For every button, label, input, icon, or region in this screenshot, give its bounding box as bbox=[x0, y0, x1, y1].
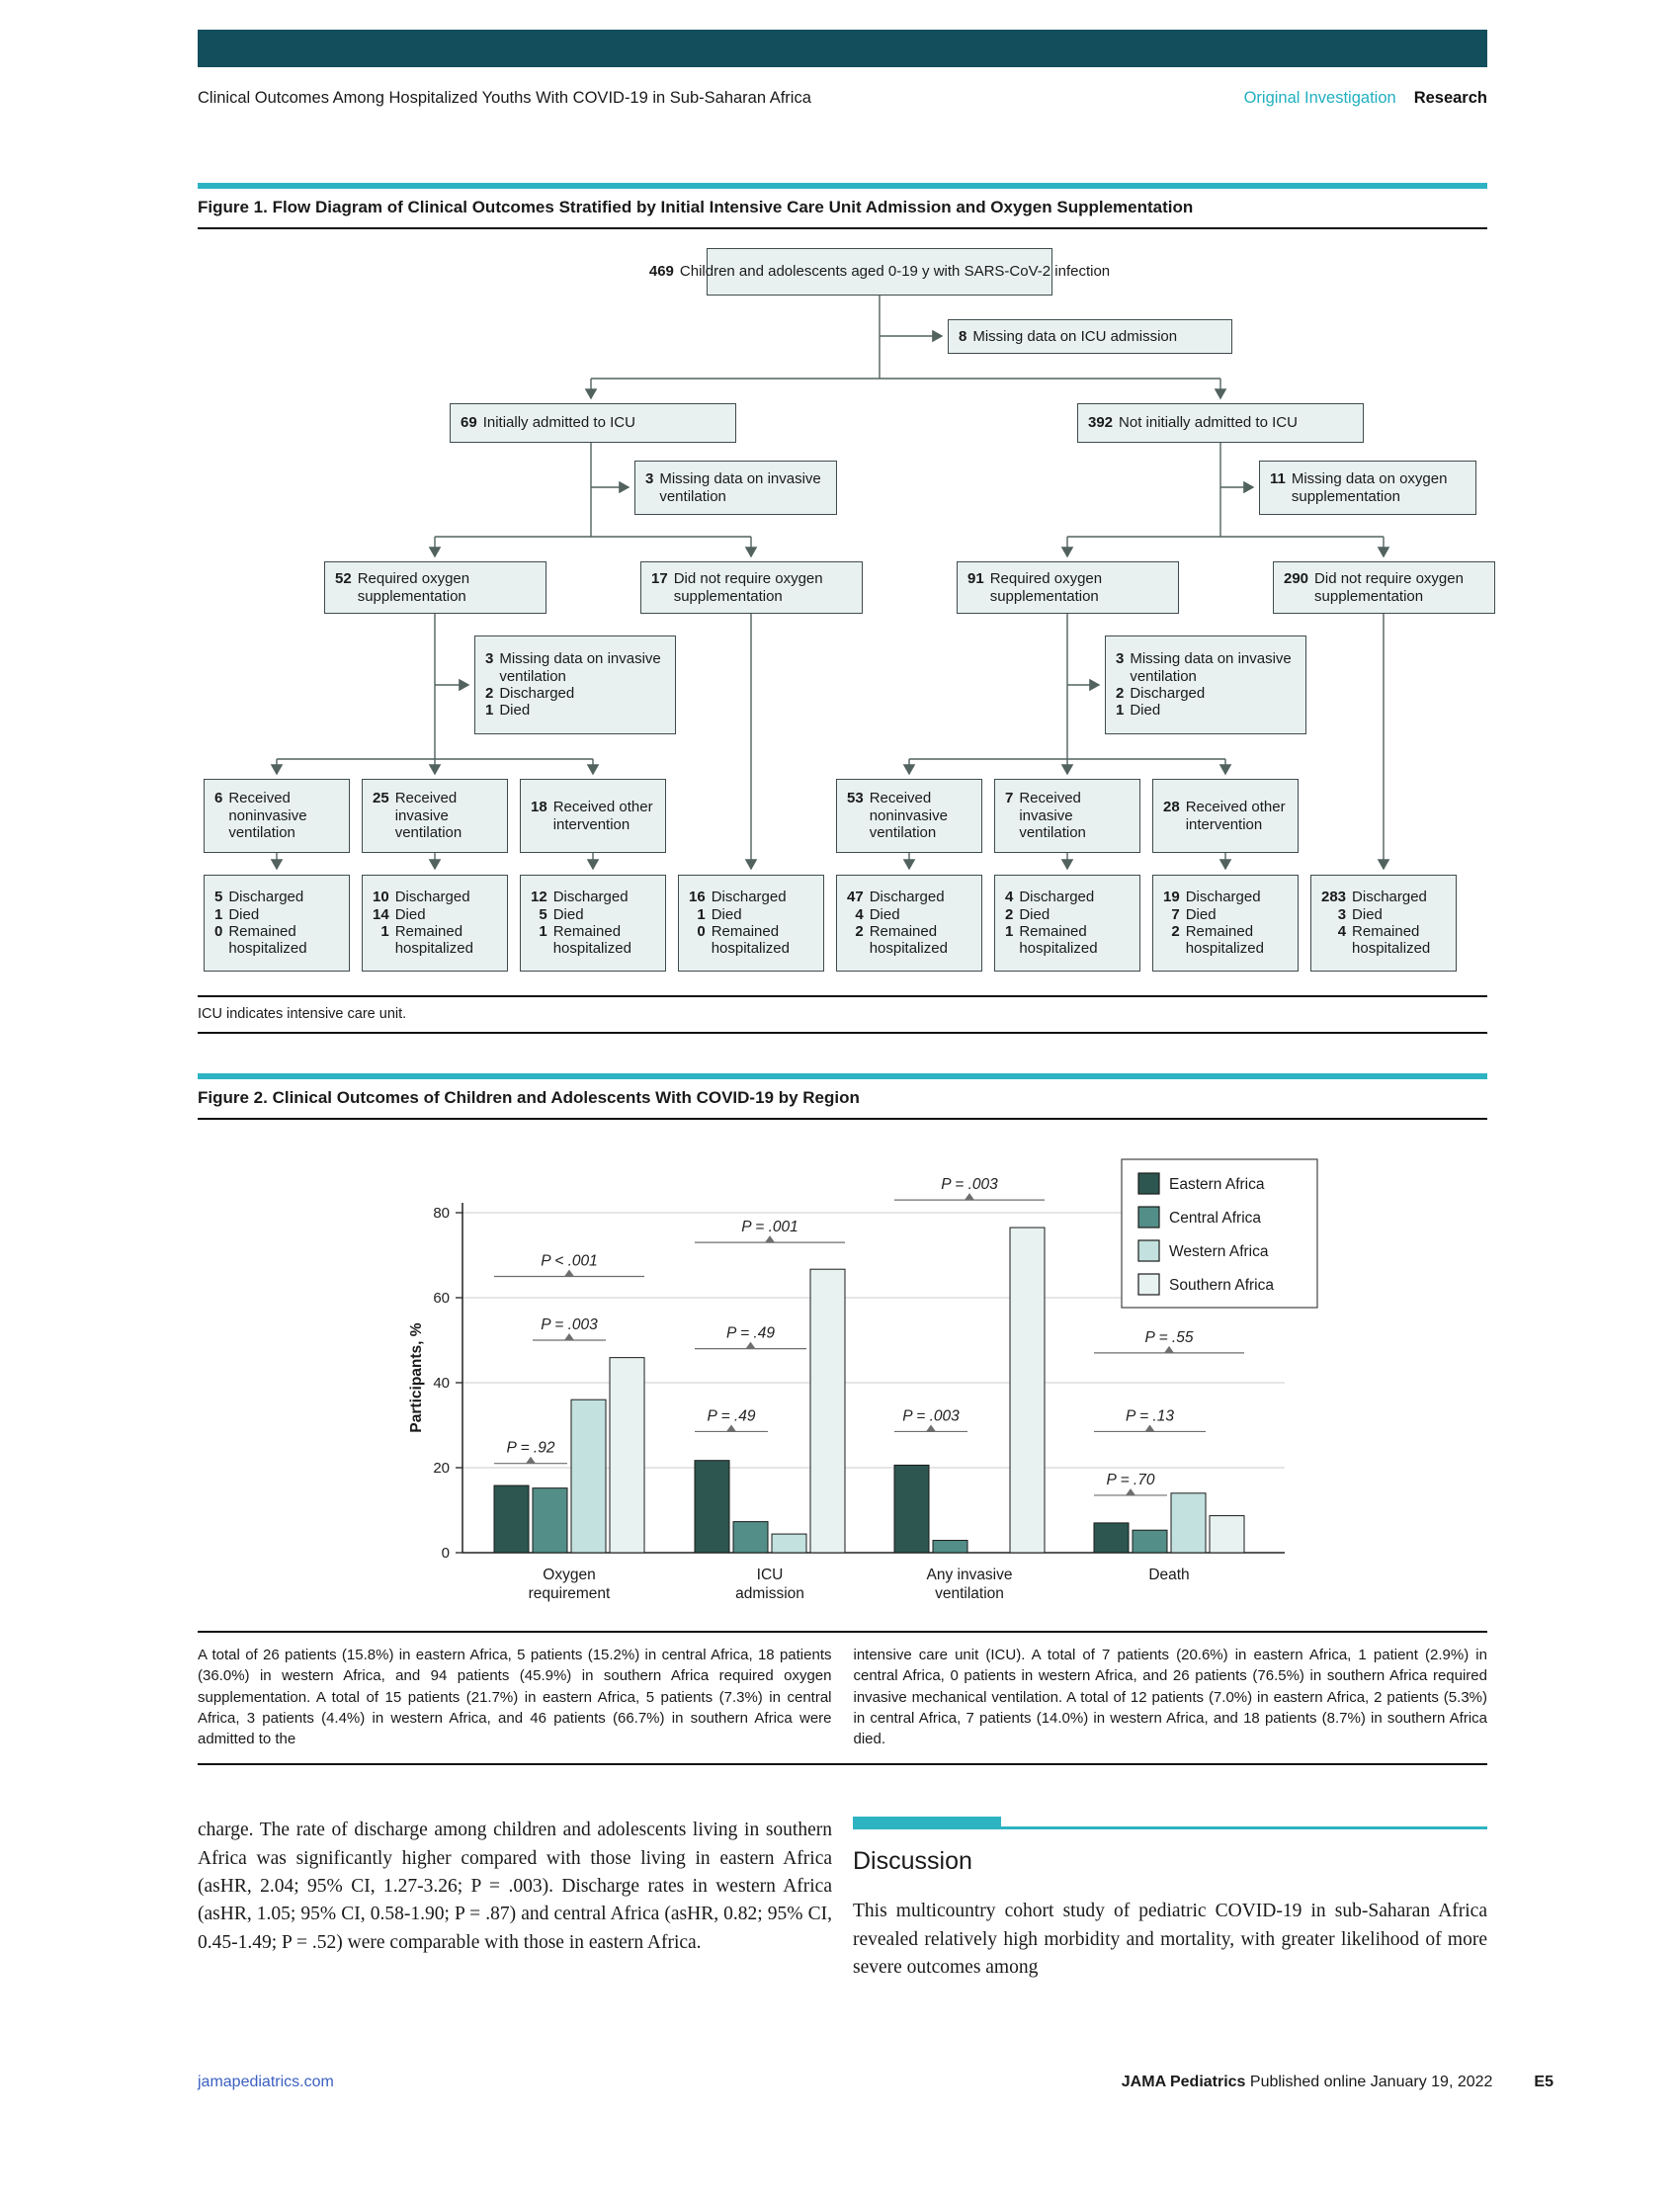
published-date: Published online January 19, 2022 bbox=[1249, 2074, 1493, 2090]
svg-text:P = .003: P = .003 bbox=[941, 1176, 998, 1193]
running-head: Clinical Outcomes Among Hospitalized You… bbox=[198, 89, 1487, 108]
figure2-chart-svg: 0 20 40 60 80 P < .001 P = .003 P = .92 P = .001… bbox=[408, 1158, 1318, 1602]
flow-box-invasive-ward: 7 Received invasive ventilation bbox=[994, 779, 1140, 853]
figure2-bottom-rule bbox=[198, 1763, 1487, 1766]
category-research: Research bbox=[1413, 89, 1487, 107]
flow-box-noninvasive-icu: 6 Received noninvasive ventilation bbox=[204, 779, 350, 853]
flow-box-missing-ventilation-icu: 3 Missing data on invasive ventilation bbox=[634, 461, 837, 515]
flow-box-oxygen-not-required-ward: 290 Did not require oxygen supplementatio… bbox=[1273, 561, 1495, 614]
figure2: Figure 2. Clinical Outcomes of Children … bbox=[198, 1073, 1487, 1766]
figure1-accent-bar bbox=[198, 183, 1487, 189]
discussion-paragraph: This multicountry cohort study of pediat… bbox=[853, 1901, 1487, 1979]
running-title: Clinical Outcomes Among Hospitalized You… bbox=[198, 89, 811, 107]
figure1-note-rule-top bbox=[198, 995, 1487, 997]
svg-text:20: 20 bbox=[433, 1460, 450, 1477]
svg-text:60: 60 bbox=[433, 1290, 450, 1307]
flow-box-outcome-3: 12 Discharged 5 Died 1 Remained hospitalize… bbox=[520, 875, 666, 972]
svg-text:Oxygen: Oxygen bbox=[543, 1567, 595, 1583]
svg-text:P = .001: P = .001 bbox=[741, 1219, 798, 1235]
header-bar bbox=[198, 30, 1487, 67]
flow-diagram: 469 Children and adolescents aged 0-19 y … bbox=[198, 245, 1495, 981]
figure2-caption-right: intensive care unit (ICU). A total of 7 … bbox=[853, 1647, 1488, 1748]
category-original-investigation: Original Investigation bbox=[1243, 89, 1396, 107]
flow-box-outcome-1: 5 Discharged 1 Died 0 Remained hospitalized bbox=[204, 875, 350, 972]
svg-text:P = .49: P = .49 bbox=[708, 1407, 756, 1424]
figure2-caption-left: A total of 26 patients (15.8%) in easter… bbox=[198, 1647, 832, 1748]
flow-box-noninvasive-ward: 53 Received noninvasive ventilation bbox=[836, 779, 982, 853]
svg-text:ventilation: ventilation bbox=[935, 1585, 1004, 1602]
svg-text:40: 40 bbox=[433, 1375, 450, 1392]
discussion-heading: Discussion bbox=[853, 1847, 972, 1876]
svg-text:Southern Africa: Southern Africa bbox=[1169, 1277, 1274, 1294]
figure1-title-rule bbox=[198, 227, 1487, 229]
page-number: E5 bbox=[1534, 2074, 1554, 2090]
figure2-title: Figure 2. Clinical Outcomes of Children … bbox=[198, 1088, 860, 1107]
svg-text:P = .70: P = .70 bbox=[1107, 1472, 1155, 1488]
svg-text:P < .001: P < .001 bbox=[541, 1253, 598, 1270]
svg-text:Death: Death bbox=[1148, 1567, 1189, 1583]
flow-box-not-admitted-icu: 392 Not initially admitted to ICU bbox=[1077, 403, 1364, 443]
svg-text:P = .003: P = .003 bbox=[541, 1316, 598, 1333]
flow-box-admitted-icu: 69 Initially admitted to ICU bbox=[450, 403, 736, 443]
svg-text:Western Africa: Western Africa bbox=[1169, 1243, 1269, 1260]
figure1: Figure 1. Flow Diagram of Clinical Outco… bbox=[198, 183, 1495, 1034]
figure1-note: ICU indicates intensive care unit. bbox=[198, 1006, 407, 1022]
flow-box-other-icu: 18 Received other intervention bbox=[520, 779, 666, 853]
figure2-caption: A total of 26 patients (15.8%) in easter… bbox=[198, 1633, 1487, 1763]
svg-text:0: 0 bbox=[442, 1545, 450, 1562]
flow-connectors bbox=[270, 296, 1390, 871]
flow-box-outcome-4: 16 Discharged 1 Died 0 Remained hospitalize… bbox=[678, 875, 824, 972]
journal-site-link[interactable]: jamapediatrics.com bbox=[198, 2074, 334, 2090]
flow-box-missing-icu: 8 Missing data on ICU admission bbox=[948, 319, 1232, 354]
svg-text:P = .49: P = .49 bbox=[726, 1325, 775, 1342]
discussion-ornament bbox=[853, 1817, 1487, 1830]
footer-publication-info: JAMA Pediatrics Published online January… bbox=[1122, 2074, 1493, 2091]
svg-text:Any invasive: Any invasive bbox=[926, 1567, 1012, 1583]
body-columns: charge. The rate of discharge among chil… bbox=[198, 1817, 1487, 1982]
flow-box-invasive-icu: 25 Received invasive ventilation bbox=[362, 779, 508, 853]
figure2-title-rule bbox=[198, 1118, 1487, 1120]
flow-box-outcome-2: 10 Discharged 14 Died 1 Remained hospitaliz… bbox=[362, 875, 508, 972]
flow-box-total: 469 Children and adolescents aged 0-19 y … bbox=[649, 248, 1110, 296]
flow-box-oxygen-required-ward: 91 Required oxygen supplementation bbox=[957, 561, 1179, 614]
article-categories: Original Investigation Research bbox=[1244, 89, 1487, 108]
svg-text:P = .92: P = .92 bbox=[507, 1440, 555, 1457]
figure1-title: Figure 1. Flow Diagram of Clinical Outco… bbox=[198, 198, 1194, 216]
page-footer: jamapediatrics.com JAMA Pediatrics Publi… bbox=[198, 2074, 1554, 2091]
flow-box-outcome-8: 283 Discharged 3 Died 4 Remained hospitaliz… bbox=[1310, 875, 1457, 972]
svg-text:Central Africa: Central Africa bbox=[1169, 1210, 1261, 1227]
svg-text:requirement: requirement bbox=[529, 1585, 611, 1602]
flow-box-missing-oxygen: 11 Missing data on oxygen supplementation bbox=[1259, 461, 1476, 515]
discussion-ornament-thick bbox=[853, 1817, 1001, 1827]
journal-name: JAMA Pediatrics bbox=[1121, 2074, 1246, 2090]
figure2-accent-bar bbox=[198, 1073, 1487, 1079]
flow-box-oxygen-required-icu: 52 Required oxygen supplementation bbox=[324, 561, 546, 614]
flow-box-other-ward: 28 Received other intervention bbox=[1152, 779, 1299, 853]
body-left-paragraph: charge. The rate of discharge among chil… bbox=[198, 1820, 832, 1953]
flow-box-outcome-6: 4 Discharged 2 Died 1 Remained hospitalized bbox=[994, 875, 1140, 972]
svg-text:Eastern Africa: Eastern Africa bbox=[1169, 1176, 1265, 1193]
svg-text:P = .55: P = .55 bbox=[1145, 1329, 1194, 1346]
svg-text:P = .003: P = .003 bbox=[902, 1407, 960, 1424]
body-right-column: Discussion This multicountry cohort stud… bbox=[853, 1817, 1487, 1982]
svg-text:admission: admission bbox=[735, 1585, 804, 1602]
svg-text:P = .13: P = .13 bbox=[1126, 1407, 1174, 1424]
figure1-note-rule-bottom bbox=[198, 1032, 1487, 1034]
svg-text:ICU: ICU bbox=[757, 1567, 784, 1583]
figure2-caption-rule bbox=[198, 1631, 1487, 1633]
svg-text:80: 80 bbox=[433, 1205, 450, 1222]
flow-box-oxygen-not-required-icu: 17 Did not require oxygen supplementation bbox=[640, 561, 863, 614]
flow-box-outcome-7: 19 Discharged 7 Died 2 Remained hospitalize… bbox=[1152, 875, 1299, 972]
svg-text:Participants, %: Participants, % bbox=[408, 1322, 425, 1432]
flow-box-outcome-5: 47 Discharged 4 Died 2 Remained hospitalize… bbox=[836, 875, 982, 972]
bar-chart: 0 20 40 60 80 P < .001 P = .003 P = .92 P = .001… bbox=[198, 1122, 1487, 1631]
